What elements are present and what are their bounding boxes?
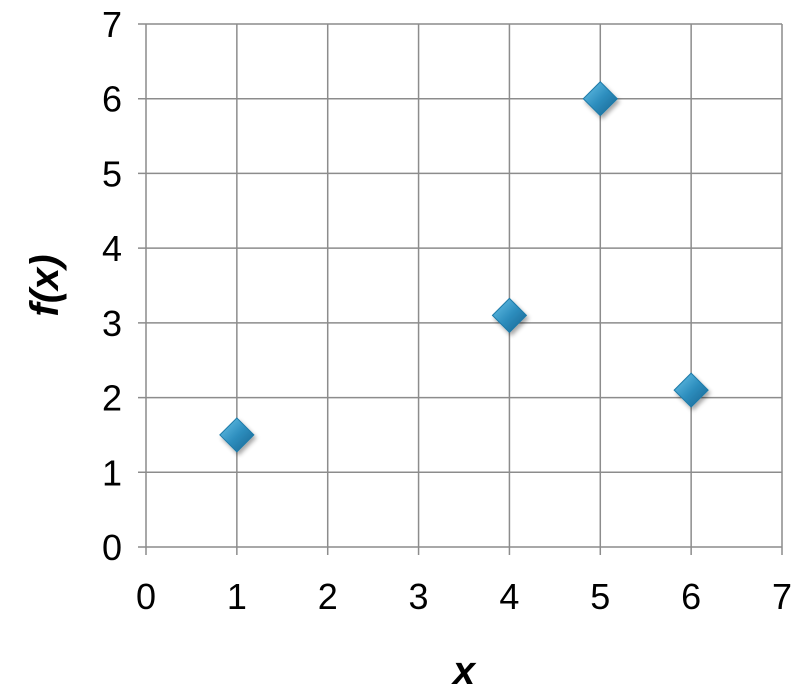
x-tick-label: 4 <box>499 576 519 617</box>
data-point <box>219 417 255 453</box>
x-axis-title: x <box>451 649 477 692</box>
y-tick-label: 4 <box>102 228 122 269</box>
x-tick-label: 1 <box>227 576 247 617</box>
gridlines <box>138 23 783 555</box>
y-tick-label: 5 <box>102 153 122 194</box>
y-axis-title: f(x) <box>23 254 67 316</box>
y-tick-label: 3 <box>102 303 122 344</box>
x-tick-label: 3 <box>409 576 429 617</box>
y-tick-label: 6 <box>102 79 122 120</box>
data-point <box>491 297 528 334</box>
x-tick-label: 7 <box>772 576 792 617</box>
data-points <box>219 81 709 453</box>
x-tick-label: 6 <box>681 576 701 617</box>
tick-labels: 0 1 2 3 4 5 6 7 0 1 2 3 4 5 6 7 <box>102 4 792 617</box>
y-tick-label: 2 <box>102 378 122 419</box>
x-tick-label: 2 <box>318 576 338 617</box>
y-tick-label: 0 <box>102 527 122 568</box>
x-tick-label: 0 <box>136 576 156 617</box>
data-point <box>673 372 709 408</box>
y-tick-label: 7 <box>102 4 122 45</box>
x-tick-label: 5 <box>590 576 610 617</box>
y-tick-label: 1 <box>102 452 122 493</box>
data-point <box>582 81 618 117</box>
